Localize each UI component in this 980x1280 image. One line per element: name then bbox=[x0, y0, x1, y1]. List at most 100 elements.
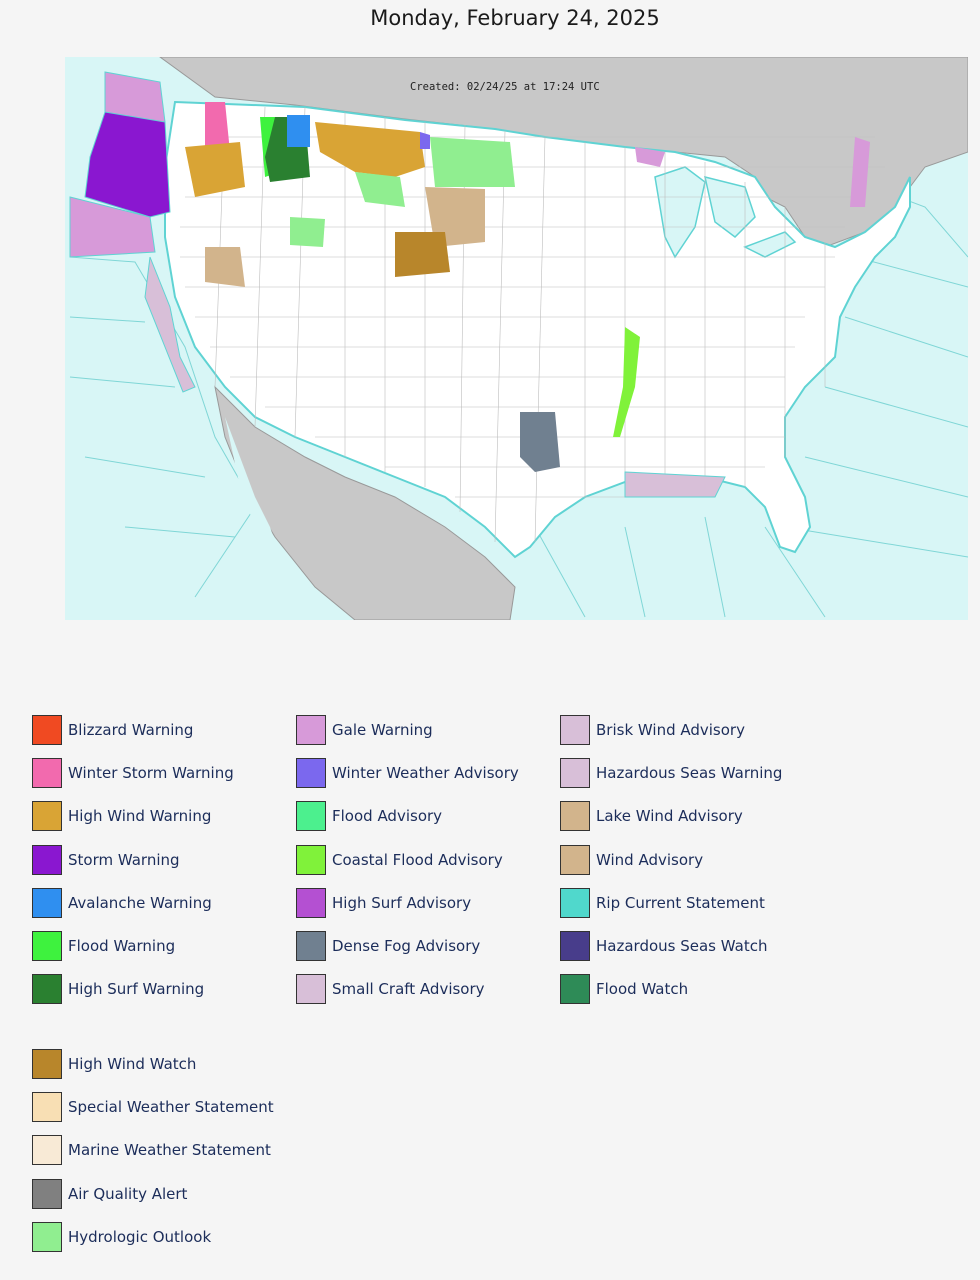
hazard-small-craft-advisory bbox=[144, 256, 196, 393]
hazard-hydrologic-outlook-id bbox=[290, 217, 325, 247]
hazard-hydrologic-outlook-nd bbox=[430, 137, 515, 187]
legend-swatch bbox=[32, 974, 62, 1005]
legend-swatch bbox=[32, 757, 62, 788]
legend-item: Hazardous Seas Watch bbox=[560, 924, 782, 967]
legend-swatch bbox=[560, 844, 590, 875]
legend-swatch bbox=[32, 1048, 62, 1079]
legend-label: Hydrologic Outlook bbox=[68, 1227, 212, 1246]
legend-item: High Wind Watch bbox=[32, 1042, 274, 1085]
hazard-high-wind-warning-montana bbox=[315, 122, 425, 177]
legend-label: Rip Current Statement bbox=[596, 893, 765, 912]
legend-swatch bbox=[296, 757, 326, 788]
legend-item: Wind Advisory bbox=[560, 838, 782, 881]
hazard-gale-warning-east bbox=[850, 137, 870, 207]
hazard-gulf-small-craft-advisory bbox=[624, 471, 726, 498]
legend-label: Special Weather Statement bbox=[68, 1097, 274, 1116]
legend-column-4: High Wind Watch Special Weather Statement… bbox=[32, 1042, 274, 1258]
legend-item: High Surf Advisory bbox=[296, 881, 519, 924]
legend-item: Avalanche Warning bbox=[32, 881, 234, 924]
hazard-hydrologic-outlook-mt bbox=[355, 172, 405, 207]
legend-item: Flood Warning bbox=[32, 924, 234, 967]
legend-label: Winter Weather Advisory bbox=[332, 763, 519, 782]
legend-item: Hazardous Seas Warning bbox=[560, 751, 782, 794]
gulf-of-california bbox=[225, 417, 280, 562]
hazard-gale-warning-lake bbox=[635, 147, 665, 167]
legend-label: High Wind Warning bbox=[68, 807, 212, 826]
legend-swatch bbox=[32, 714, 62, 745]
hazard-avalanche-warning bbox=[287, 115, 310, 147]
legend-label: Hazardous Seas Watch bbox=[596, 937, 768, 956]
legend-item: Gale Warning bbox=[296, 708, 519, 751]
legend-swatch bbox=[32, 801, 62, 832]
legend-swatch bbox=[32, 931, 62, 962]
hazard-high-wind-watch bbox=[395, 232, 450, 277]
hazard-gale-warning-south bbox=[69, 196, 156, 258]
legend-label: Small Craft Advisory bbox=[332, 980, 485, 999]
legend-swatch bbox=[296, 801, 326, 832]
legend-item: Air Quality Alert bbox=[32, 1172, 274, 1215]
hazard-high-wind-warning-oregon bbox=[185, 142, 245, 197]
legend-swatch bbox=[296, 887, 326, 918]
legend-label: Storm Warning bbox=[68, 850, 180, 869]
legend-swatch bbox=[32, 1135, 62, 1166]
legend-label: Gale Warning bbox=[332, 720, 433, 739]
legend-item: Coastal Flood Advisory bbox=[296, 838, 519, 881]
marine-zones bbox=[69, 176, 968, 618]
legend-label: Wind Advisory bbox=[596, 850, 704, 869]
legend-swatch bbox=[32, 1221, 62, 1252]
legend-label: Lake Wind Advisory bbox=[596, 807, 743, 826]
legend-item: Brisk Wind Advisory bbox=[560, 708, 782, 751]
legend-label: Flood Watch bbox=[596, 980, 689, 999]
legend-item: Flood Watch bbox=[560, 968, 782, 1011]
legend-label: High Wind Watch bbox=[68, 1054, 197, 1073]
legend-swatch bbox=[560, 887, 590, 918]
map-created-stamp: Created: 02/24/25 at 17:24 UTC bbox=[410, 81, 600, 93]
legend-column-1: Blizzard Warning Winter Storm Warning High… bbox=[32, 708, 234, 1011]
legend-label: High Surf Warning bbox=[68, 980, 205, 999]
hazard-winter-weather-advisory bbox=[420, 132, 430, 149]
legend-item: Winter Weather Advisory bbox=[296, 751, 519, 794]
legend-label: Flood Advisory bbox=[332, 807, 443, 826]
legend-label: Blizzard Warning bbox=[68, 720, 194, 739]
legend-item: Hydrologic Outlook bbox=[32, 1215, 274, 1258]
legend-swatch bbox=[296, 714, 326, 745]
legend-item: Rip Current Statement bbox=[560, 881, 782, 924]
legend-item: Storm Warning bbox=[32, 838, 234, 881]
legend-item: Special Weather Statement bbox=[32, 1085, 274, 1128]
legend-swatch bbox=[296, 931, 326, 962]
legend-swatch bbox=[560, 801, 590, 832]
legend-label: Marine Weather Statement bbox=[68, 1141, 271, 1160]
legend-item: Small Craft Advisory bbox=[296, 968, 519, 1011]
legend-swatch bbox=[32, 887, 62, 918]
legend-label: Winter Storm Warning bbox=[68, 763, 234, 782]
hazard-winter-storm-warning bbox=[205, 102, 230, 157]
legend-swatch bbox=[32, 1178, 62, 1209]
legend-label: Coastal Flood Advisory bbox=[332, 850, 503, 869]
legend-item: Marine Weather Statement bbox=[32, 1129, 274, 1172]
hazard-map: Created: 02/24/25 at 17:24 UTC bbox=[65, 57, 968, 620]
lake-erie bbox=[743, 231, 797, 258]
legend-item: Dense Fog Advisory bbox=[296, 924, 519, 967]
legend-swatch bbox=[560, 714, 590, 745]
legend-swatch bbox=[32, 844, 62, 875]
legend-label: Flood Warning bbox=[68, 937, 176, 956]
hazard-wind-advisory-nevada bbox=[205, 247, 245, 287]
legend-swatch bbox=[32, 1091, 62, 1122]
legend-column-2: Gale Warning Winter Weather Advisory Flood… bbox=[296, 708, 519, 1011]
legend-swatch bbox=[296, 844, 326, 875]
legend-label: Dense Fog Advisory bbox=[332, 937, 481, 956]
legend-label: Air Quality Alert bbox=[68, 1184, 188, 1203]
legend-label: High Surf Advisory bbox=[332, 893, 472, 912]
legend-swatch bbox=[560, 931, 590, 962]
legend-label: Avalanche Warning bbox=[68, 893, 212, 912]
legend-item: Flood Advisory bbox=[296, 795, 519, 838]
legend-swatch bbox=[296, 974, 326, 1005]
hazard-coastal-flood-advisory bbox=[613, 327, 640, 437]
legend-item: Winter Storm Warning bbox=[32, 751, 234, 794]
legend-label: Brisk Wind Advisory bbox=[596, 720, 745, 739]
page-title: Monday, February 24, 2025 bbox=[370, 6, 660, 30]
legend-label: Hazardous Seas Warning bbox=[596, 763, 783, 782]
legend-column-3: Brisk Wind Advisory Hazardous Seas Warnin… bbox=[560, 708, 782, 1011]
legend-item: High Surf Warning bbox=[32, 968, 234, 1011]
legend-swatch bbox=[560, 757, 590, 788]
